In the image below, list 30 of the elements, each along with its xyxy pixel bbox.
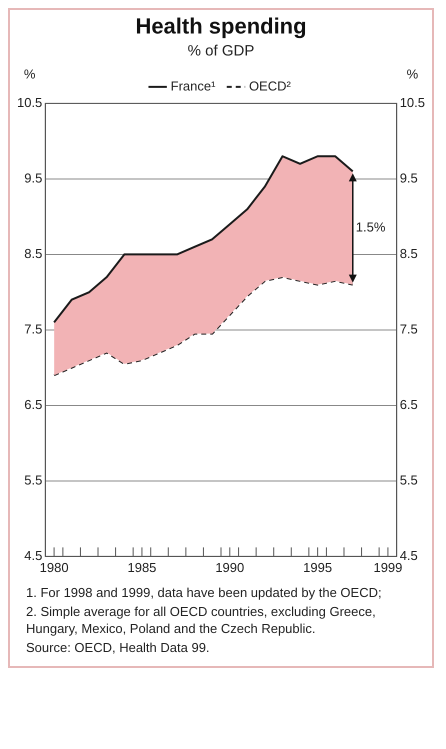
chart-title: Health spending bbox=[135, 13, 307, 38]
y2-tick-label: 8.5 bbox=[400, 246, 418, 261]
y-tick-label: 8.5 bbox=[24, 246, 42, 261]
y-axis-title: % bbox=[24, 66, 36, 82]
x-tick-label: 1995 bbox=[303, 560, 332, 575]
y-tick-label: 9.5 bbox=[24, 170, 42, 186]
y2-tick-label: 5.5 bbox=[400, 472, 418, 488]
y2-tick-label: 10.5 bbox=[400, 94, 426, 110]
y-tick-label: 4.5 bbox=[24, 548, 42, 563]
y-tick-label: 6.5 bbox=[24, 396, 42, 412]
y-tick-label: 5.5 bbox=[24, 472, 42, 488]
y2-axis-title: % bbox=[406, 66, 419, 82]
chart-subtitle: % of GDP bbox=[188, 42, 254, 60]
x-tick-label: 1990 bbox=[215, 560, 244, 575]
y2-tick-label: 4.5 bbox=[400, 548, 418, 563]
x-tick-label: 1999 bbox=[373, 560, 402, 575]
source-note: Source: OECD, Health Data 99. bbox=[26, 639, 211, 656]
x-tick-label: 1985 bbox=[127, 560, 156, 575]
text: 2. Simple average for all OECD countries, excluding Greece, Hungary, Mexico, Poland and the Czech Republic. bbox=[26, 603, 377, 637]
y-tick-label: 10.5 bbox=[16, 94, 42, 110]
x-tick-label: 1980 bbox=[40, 560, 69, 575]
y2-tick-label: 6.5 bbox=[400, 396, 418, 412]
legend-label: France¹ bbox=[170, 78, 216, 94]
legend-label: OECD² bbox=[248, 78, 292, 94]
annotation: 1.5% bbox=[356, 220, 386, 235]
y2-tick-label: 9.5 bbox=[400, 170, 418, 186]
line-series bbox=[53, 276, 354, 376]
y-tick-label: 7.5 bbox=[24, 321, 42, 336]
y2-tick-label: 7.5 bbox=[400, 321, 418, 336]
text: 1. For 1998 and 1999, data have been updated by the OECD; bbox=[26, 584, 383, 601]
